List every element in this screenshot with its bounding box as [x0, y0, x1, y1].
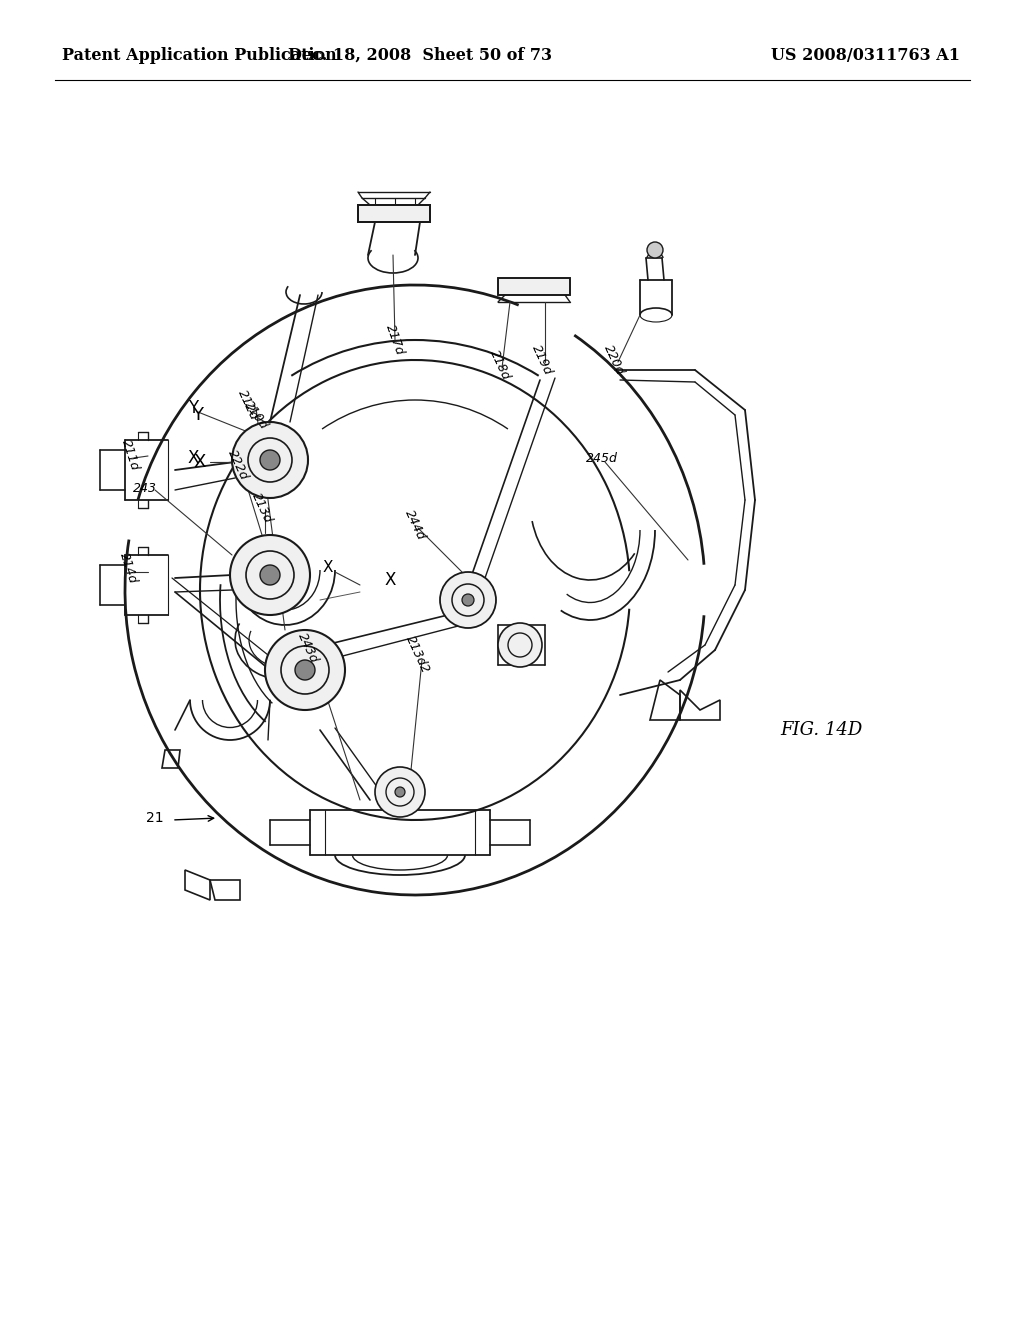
Polygon shape	[358, 205, 430, 222]
Circle shape	[462, 594, 474, 606]
Text: Dec. 18, 2008  Sheet 50 of 73: Dec. 18, 2008 Sheet 50 of 73	[288, 46, 552, 63]
Text: 212d: 212d	[236, 388, 261, 422]
Text: X: X	[194, 453, 206, 471]
Text: 213d: 213d	[250, 491, 274, 525]
Circle shape	[232, 422, 308, 498]
Circle shape	[498, 623, 542, 667]
Text: 213d2: 213d2	[403, 634, 432, 676]
Circle shape	[395, 787, 406, 797]
Text: 220d: 220d	[601, 343, 627, 378]
Text: 245d: 245d	[586, 451, 617, 465]
Text: 219d: 219d	[529, 343, 555, 378]
Polygon shape	[498, 279, 570, 294]
Text: Y: Y	[188, 399, 198, 417]
Text: X: X	[187, 449, 199, 467]
Text: 210d: 210d	[242, 399, 270, 432]
Circle shape	[260, 450, 280, 470]
Circle shape	[265, 630, 345, 710]
Text: 218d: 218d	[487, 347, 513, 383]
Circle shape	[375, 767, 425, 817]
Text: Y: Y	[193, 407, 204, 424]
Text: US 2008/0311763 A1: US 2008/0311763 A1	[771, 46, 961, 63]
Text: 243: 243	[133, 482, 157, 495]
Text: 243d: 243d	[295, 631, 321, 665]
Circle shape	[647, 242, 663, 257]
Text: 21: 21	[146, 810, 164, 825]
Text: FIG. 14D: FIG. 14D	[780, 721, 862, 739]
Circle shape	[295, 660, 315, 680]
Circle shape	[260, 565, 280, 585]
Text: 244d: 244d	[402, 508, 428, 543]
Circle shape	[230, 535, 310, 615]
Text: 211d: 211d	[119, 438, 141, 473]
Text: 217d: 217d	[383, 323, 407, 358]
Text: X: X	[384, 572, 395, 589]
Text: Patent Application Publication: Patent Application Publication	[62, 46, 337, 63]
Circle shape	[440, 572, 496, 628]
Text: 214d: 214d	[117, 550, 139, 585]
Text: 222d: 222d	[225, 447, 251, 482]
Text: X: X	[323, 561, 333, 576]
